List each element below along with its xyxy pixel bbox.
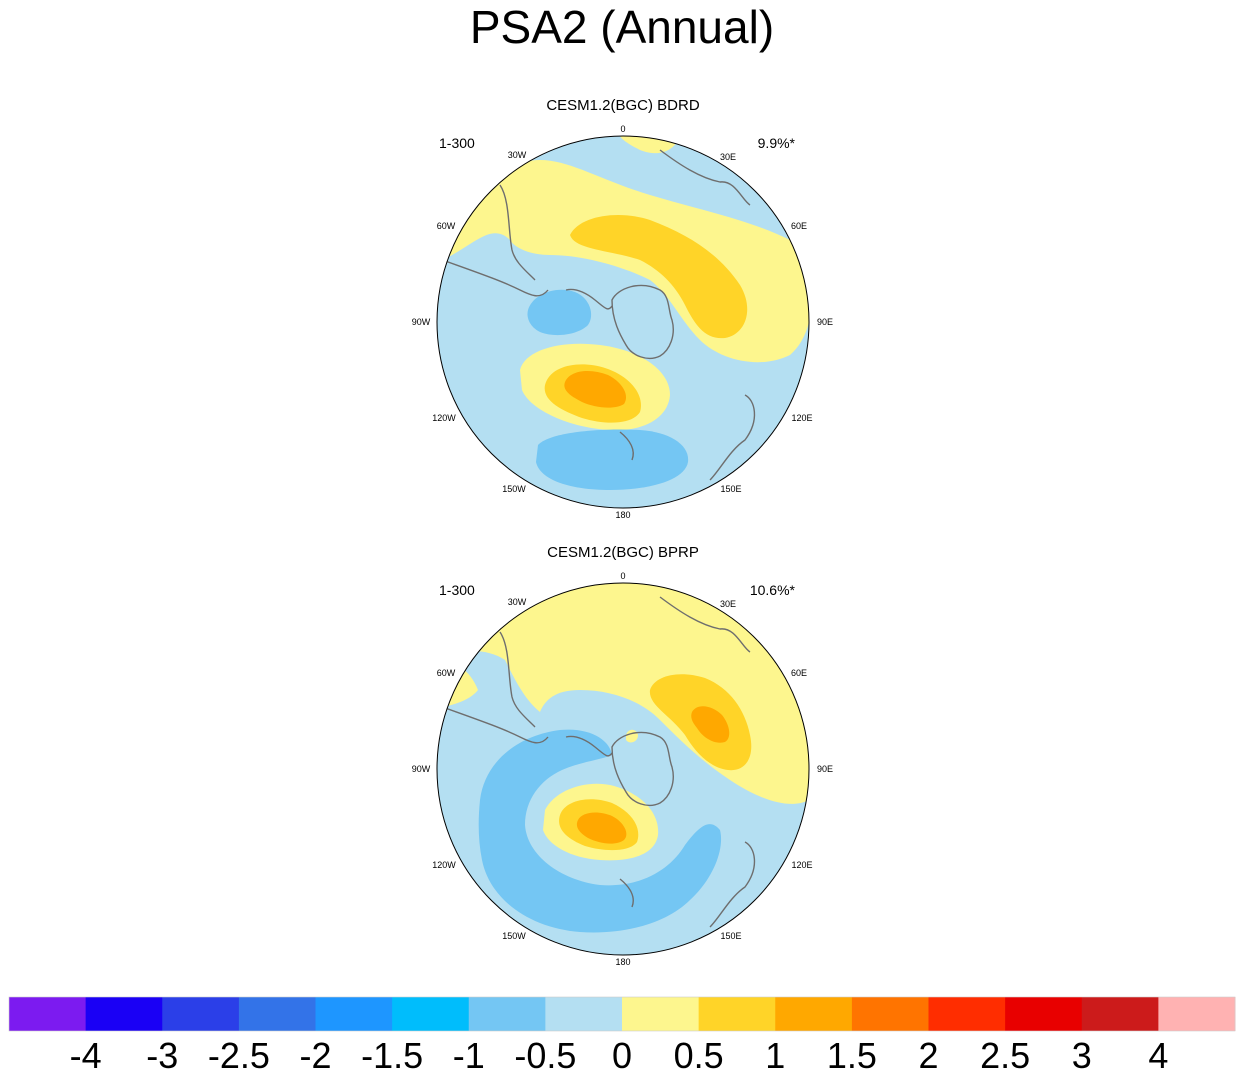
contour-field: [437, 583, 809, 955]
colorbar-swatch: [238, 997, 317, 1031]
lon-label: 60W: [437, 221, 456, 231]
coastlines: [437, 149, 756, 481]
colorbar-tick-label: 4: [1148, 1035, 1168, 1076]
lon-label: 180: [615, 510, 630, 520]
map-panel-bdrd: CESM1.2(BGC) BDRD 1-300 9.9%* 0 30E 6: [412, 97, 833, 520]
colorbar-swatch: [315, 997, 393, 1031]
lon-label: 60E: [791, 668, 807, 678]
map-panel-bprp: CESM1.2(BGC) BPRP 1-300 10.6%* 0 30E: [412, 544, 833, 967]
contour-field: [437, 136, 809, 508]
colorbar-tick-label: -0.5: [514, 1035, 576, 1076]
panel-title: CESM1.2(BGC) BPRP: [547, 544, 699, 561]
map-boundary: [436, 582, 810, 956]
colorbar-swatch: [928, 997, 1006, 1031]
colorbar-swatch: [545, 997, 623, 1031]
colorbar-outline: [8, 996, 1236, 1032]
colorbar-tick-label: 2: [918, 1035, 938, 1076]
contour-negative-1: [478, 729, 722, 933]
colorbar: -4 -3 -2.5 -2 -1.5 -1 -0.5 0 0.5 1 1.5 2 2.5 3 4: [8, 996, 1236, 1076]
colorbar-swatch: [851, 997, 930, 1031]
contour-negative-1: [527, 289, 592, 336]
longitude-labels: 0 30E 60E 90E 120E 150E 180 150W 120W 90…: [412, 124, 833, 520]
colorbar-swatch: [1158, 997, 1236, 1031]
lon-label: 90E: [817, 764, 833, 774]
colorbar-swatch: [392, 997, 470, 1031]
lon-label: 120W: [432, 413, 456, 423]
lon-label: 120E: [791, 860, 812, 870]
colorbar-tick-label: 2.5: [980, 1035, 1030, 1076]
lon-label: 120W: [432, 860, 456, 870]
colorbar-swatch: [1005, 997, 1083, 1031]
colorbar-tick-label: -3: [146, 1035, 178, 1076]
contour-positive-1: [570, 215, 748, 339]
colorbar-tick-label: 0: [612, 1035, 632, 1076]
colorbar-swatch: [162, 997, 240, 1031]
colorbar-tick-label: 0.5: [674, 1035, 724, 1076]
colorbar-swatch: [1081, 997, 1159, 1031]
contour-positive-2: [576, 812, 627, 844]
lon-label: 180: [615, 957, 630, 967]
colorbar-tick-label: -2.5: [208, 1035, 270, 1076]
colorbar-tick-label: -1: [453, 1035, 485, 1076]
colorbar-swatches: [8, 996, 1236, 1032]
panel-title: CESM1.2(BGC) BDRD: [546, 97, 700, 114]
panel-variance: 10.6%*: [750, 582, 796, 598]
contour-positive-2: [564, 370, 627, 408]
colorbar-tick-label: 3: [1072, 1035, 1092, 1076]
colorbar-swatch: [85, 997, 163, 1031]
colorbar-swatch: [9, 997, 87, 1031]
lon-label: 90W: [412, 764, 431, 774]
lon-label: 30W: [508, 150, 527, 160]
longitude-labels: 0 30E 60E 90E 120E 150E 180 150W 120W 90…: [412, 571, 833, 967]
colorbar-swatch: [698, 997, 776, 1031]
map-boundary: [436, 135, 810, 509]
colorbar-tick-label: -2: [299, 1035, 331, 1076]
colorbar-labels: -4 -3 -2.5 -2 -1.5 -1 -0.5 0 0.5 1 1.5 2 2.5 3 4: [70, 1035, 1169, 1076]
colorbar-swatch: [775, 997, 853, 1031]
lon-label: 90W: [412, 317, 431, 327]
lon-label: 0: [620, 571, 625, 581]
colorbar-swatch: [468, 997, 546, 1031]
lon-label: 150E: [720, 931, 741, 941]
lon-label: 60W: [437, 668, 456, 678]
contour-negative-1: [536, 429, 689, 490]
lon-label: 30E: [720, 599, 736, 609]
lon-label: 30E: [720, 152, 736, 162]
chart-title: PSA2 (Annual): [469, 1, 775, 53]
panel-years: 1-300: [439, 582, 475, 598]
lon-label: 120E: [791, 413, 812, 423]
colorbar-tick-label: 1.5: [827, 1035, 877, 1076]
colorbar-tick-label: -1.5: [361, 1035, 423, 1076]
panel-years: 1-300: [439, 135, 475, 151]
colorbar-tick-label: -4: [70, 1035, 102, 1076]
lon-label: 150W: [502, 931, 526, 941]
contour-positive-2: [691, 706, 730, 743]
lon-label: 90E: [817, 317, 833, 327]
lon-label: 0: [620, 124, 625, 134]
lon-label: 30W: [508, 597, 527, 607]
colorbar-tick-label: 1: [765, 1035, 785, 1076]
coastlines: [437, 596, 756, 928]
lon-label: 60E: [791, 221, 807, 231]
panel-variance: 9.9%*: [758, 135, 796, 151]
lon-label: 150W: [502, 484, 526, 494]
colorbar-swatch: [622, 997, 700, 1031]
lon-label: 150E: [720, 484, 741, 494]
